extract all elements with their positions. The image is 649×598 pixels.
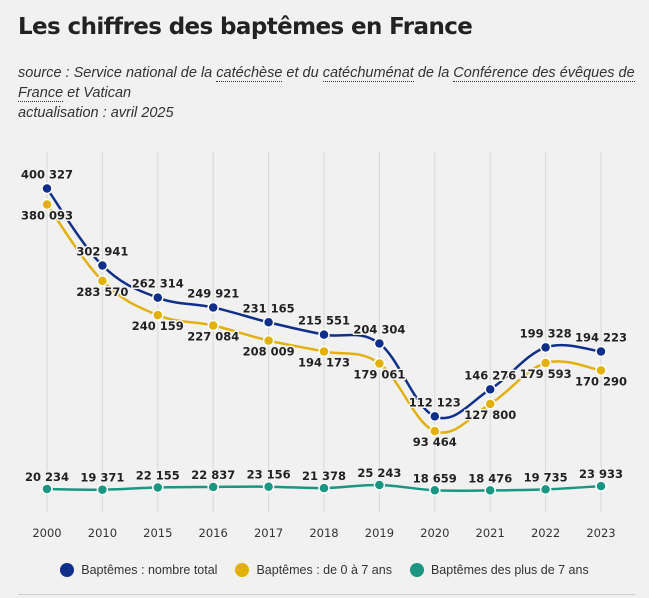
data-label: 22 155 bbox=[136, 468, 180, 482]
data-label: 199 328 bbox=[520, 326, 572, 340]
data-label: 25 243 bbox=[357, 466, 401, 480]
data-point bbox=[484, 383, 496, 396]
source-text: et du bbox=[282, 65, 323, 81]
data-label: 179 061 bbox=[353, 367, 405, 381]
data-label: 18 476 bbox=[468, 471, 512, 485]
data-label: 112 123 bbox=[409, 395, 461, 409]
x-tick-label: 2019 bbox=[365, 526, 394, 540]
data-point bbox=[595, 345, 607, 358]
data-point bbox=[41, 483, 53, 495]
legend-marker bbox=[409, 563, 424, 577]
data-point bbox=[262, 480, 275, 493]
data-label: 18 659 bbox=[413, 471, 457, 485]
data-label: 400 327 bbox=[21, 168, 73, 182]
data-point bbox=[429, 425, 441, 437]
data-label: 194 223 bbox=[575, 330, 627, 344]
data-label: 19 735 bbox=[524, 470, 568, 484]
data-point bbox=[96, 483, 109, 496]
data-point bbox=[152, 309, 164, 321]
legend-label: Baptêmes : de 0 à 7 ans bbox=[256, 563, 392, 577]
data-point bbox=[539, 357, 552, 369]
data-point bbox=[318, 345, 330, 358]
legend-marker bbox=[235, 563, 250, 577]
source-text: de la bbox=[413, 65, 454, 81]
data-label: 22 837 bbox=[191, 468, 235, 482]
data-point bbox=[262, 316, 275, 329]
x-tick-label: 2022 bbox=[531, 526, 560, 540]
source-text: source : Service national de la bbox=[18, 65, 217, 81]
data-point bbox=[318, 482, 330, 494]
data-label: 231 165 bbox=[243, 301, 295, 315]
source-link-catechumenat[interactable]: catéchuménat bbox=[322, 65, 414, 82]
legend-label: Baptêmes : nombre total bbox=[81, 563, 218, 577]
data-label: 227 084 bbox=[187, 329, 239, 343]
data-label: 23 156 bbox=[247, 468, 291, 482]
data-label: 127 800 bbox=[464, 408, 516, 422]
data-label: 20 234 bbox=[25, 470, 69, 484]
chart-legend: Baptêmes : nombre total Baptêmes : de 0 … bbox=[0, 563, 649, 577]
data-point bbox=[429, 410, 441, 423]
data-label: 262 314 bbox=[132, 277, 184, 291]
data-point bbox=[152, 291, 164, 304]
x-tick-label: 2020 bbox=[420, 526, 449, 540]
data-point bbox=[539, 341, 552, 354]
data-label: 208 009 bbox=[243, 345, 295, 359]
data-point bbox=[595, 364, 607, 377]
source-text: et Vatican bbox=[63, 85, 132, 101]
legend-item-0-7[interactable]: Baptêmes : de 0 à 7 ans bbox=[235, 563, 392, 577]
data-label: 283 570 bbox=[76, 285, 128, 299]
data-label: 23 933 bbox=[579, 467, 623, 481]
data-point bbox=[207, 481, 219, 493]
data-label: 380 093 bbox=[21, 209, 73, 223]
bottom-divider bbox=[18, 594, 635, 595]
data-point bbox=[373, 479, 386, 491]
page-title: Les chiffres des baptêmes en France bbox=[18, 14, 473, 40]
data-label: 170 290 bbox=[575, 374, 627, 388]
data-label: 204 304 bbox=[353, 323, 405, 337]
legend-item-plus-7[interactable]: Baptêmes des plus de 7 ans bbox=[409, 563, 589, 577]
data-point bbox=[207, 319, 219, 332]
data-point bbox=[207, 301, 219, 314]
legend-label: Baptêmes des plus de 7 ans bbox=[430, 563, 589, 577]
data-label: 240 159 bbox=[132, 319, 184, 333]
source-note: source : Service national de la catéchès… bbox=[18, 63, 638, 123]
update-date: actualisation : avril 2025 bbox=[18, 105, 174, 121]
data-label: 215 551 bbox=[298, 314, 350, 328]
source-link-cef[interactable]: Conférence des évêques de France bbox=[18, 65, 635, 102]
data-point bbox=[539, 483, 552, 496]
data-point bbox=[152, 481, 164, 494]
x-tick-label: 2017 bbox=[254, 526, 283, 540]
data-point bbox=[429, 484, 441, 497]
data-label: 302 941 bbox=[76, 245, 128, 259]
data-label: 21 378 bbox=[302, 469, 346, 483]
data-point bbox=[96, 275, 109, 287]
data-point bbox=[373, 357, 386, 370]
x-tick-label: 2018 bbox=[309, 526, 338, 540]
data-point bbox=[373, 337, 386, 350]
data-point bbox=[96, 259, 109, 272]
x-tick-label: 2010 bbox=[88, 526, 117, 540]
x-tick-label: 2016 bbox=[199, 526, 228, 540]
x-tick-label: 2015 bbox=[143, 526, 172, 540]
x-tick-label: 2023 bbox=[586, 526, 615, 540]
line-chart: 2000 2010 2015 2016 2017 2018 2019 2020 2021 2022… bbox=[19, 152, 629, 540]
data-point bbox=[595, 480, 607, 492]
data-point bbox=[484, 398, 496, 410]
x-tick-label: 2021 bbox=[476, 526, 505, 540]
source-link-catechese[interactable]: catéchèse bbox=[216, 65, 283, 82]
data-point bbox=[318, 328, 330, 341]
data-point bbox=[41, 198, 53, 211]
data-label: 249 921 bbox=[187, 286, 239, 300]
data-label: 146 276 bbox=[464, 368, 516, 382]
data-label: 194 173 bbox=[298, 356, 350, 370]
data-label: 179 593 bbox=[520, 367, 572, 381]
x-tick-label: 2000 bbox=[32, 526, 61, 540]
data-label: 93 464 bbox=[413, 435, 457, 449]
data-point bbox=[262, 334, 275, 347]
data-point bbox=[41, 182, 53, 195]
legend-marker bbox=[60, 563, 75, 577]
data-point bbox=[484, 484, 496, 497]
legend-item-total[interactable]: Baptêmes : nombre total bbox=[60, 563, 217, 577]
data-label: 19 371 bbox=[80, 471, 124, 485]
